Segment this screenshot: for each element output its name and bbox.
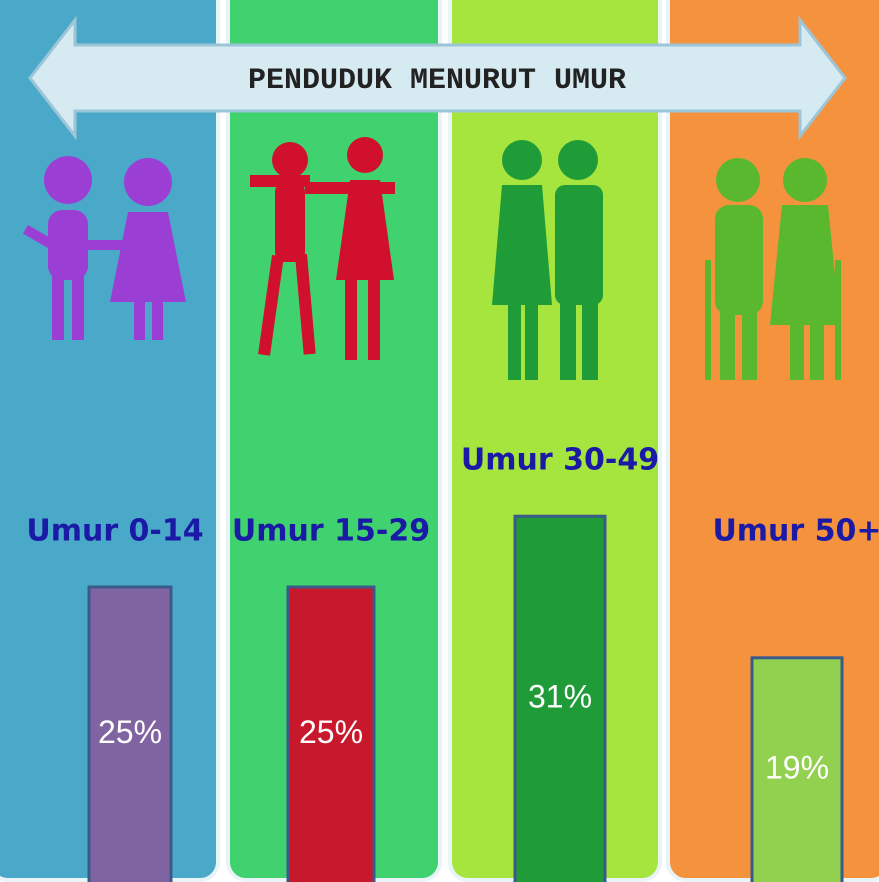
category-label: Umur 50+ [712, 514, 879, 549]
chart-title: PENDUDUK MENURUT UMUR [248, 64, 626, 98]
category-label: Umur 15-29 [232, 514, 430, 549]
value-label: 19% [765, 749, 829, 785]
chart: PENDUDUK MENURUT UMUR 25% Umur 0-14 25% Umu… [0, 0, 879, 882]
value-label: 25% [98, 714, 162, 750]
page: {"chart_data": {"type": "bar", "title": … [0, 0, 879, 882]
category-label: Umur 0-14 [26, 514, 203, 549]
value-label: 31% [528, 679, 592, 715]
value-label: 25% [299, 714, 363, 750]
category-label: Umur 30-49 [461, 443, 659, 478]
